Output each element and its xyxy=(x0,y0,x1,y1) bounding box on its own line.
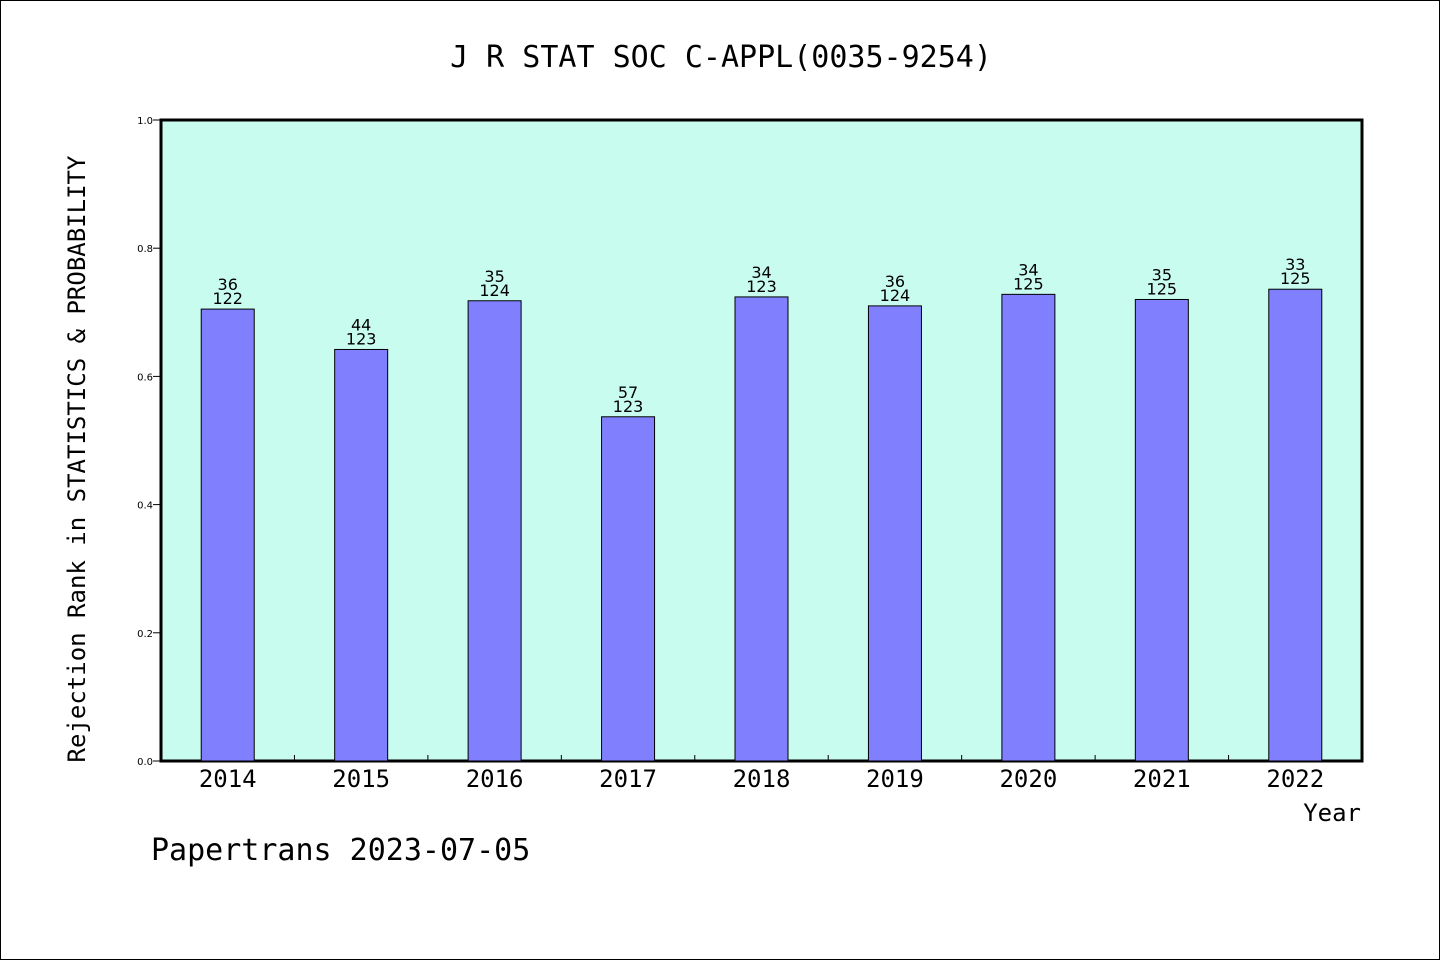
data-label-top: 57 xyxy=(618,383,638,402)
data-label-bottom: 124 xyxy=(479,281,510,300)
bar-2015 xyxy=(334,348,389,762)
data-label-top: 44 xyxy=(351,315,371,334)
x-tick-label: 2019 xyxy=(866,765,924,793)
bar-2014 xyxy=(200,308,255,762)
data-label-top: 33 xyxy=(1285,255,1305,274)
data-label-bottom: 125 xyxy=(1147,279,1178,298)
x-tick-label: 2021 xyxy=(1133,765,1191,793)
x-tick-label: 2017 xyxy=(599,765,657,793)
y-tick-label: 0.4 xyxy=(137,501,153,512)
bar-2021 xyxy=(1134,298,1189,762)
x-tick-label: 2018 xyxy=(733,765,791,793)
bar-series xyxy=(200,288,1323,762)
x-tick-label: 2022 xyxy=(1266,765,1324,793)
bar-2020 xyxy=(1001,293,1056,762)
y-tick-label: 0.0 xyxy=(137,757,153,768)
bar-2016 xyxy=(467,300,522,762)
x-tick-label: 2016 xyxy=(466,765,524,793)
data-label-top: 35 xyxy=(484,267,504,286)
x-tick-label: 2020 xyxy=(999,765,1057,793)
data-label-top: 35 xyxy=(1152,265,1172,284)
y-tick-label: 1.0 xyxy=(137,116,153,127)
data-label-bottom: 123 xyxy=(746,277,777,296)
x-tick-label: 2014 xyxy=(199,765,257,793)
y-tick-label: 0.6 xyxy=(137,372,153,383)
data-label-bottom: 125 xyxy=(1280,269,1311,288)
data-label-bottom: 123 xyxy=(346,329,377,348)
bar-2018 xyxy=(734,296,789,762)
data-label-top: 36 xyxy=(885,272,905,291)
x-axis: 2014 2015 2016 2017 2018 2019 2020 2021 2022 xyxy=(199,755,1324,793)
y-tick-label: 0.8 xyxy=(137,244,153,255)
x-tick-label: 2015 xyxy=(332,765,390,793)
data-label-top: 36 xyxy=(218,275,238,294)
y-axis: 0.0 0.2 0.4 0.6 0.8 1.0 xyxy=(137,116,161,768)
data-label-bottom: 125 xyxy=(1013,274,1044,293)
bar-2022 xyxy=(1268,288,1323,762)
y-axis-label: Rejection Rank in STATISTICS & PROBABILI… xyxy=(63,155,91,762)
bar-2019 xyxy=(867,305,922,762)
footer-text: Papertrans 2023-07-05 xyxy=(151,833,531,868)
data-label-bottom: 123 xyxy=(613,397,644,416)
chart-title: J R STAT SOC C-APPL(0035-9254) xyxy=(450,40,992,75)
data-label-top: 34 xyxy=(1018,260,1038,279)
y-tick-label: 0.2 xyxy=(137,629,153,640)
data-label-bottom: 122 xyxy=(212,289,243,308)
data-label-bottom: 124 xyxy=(880,286,911,305)
bar-2017 xyxy=(601,416,656,762)
x-axis-label: Year xyxy=(1303,799,1361,827)
data-label-top: 34 xyxy=(751,263,771,282)
